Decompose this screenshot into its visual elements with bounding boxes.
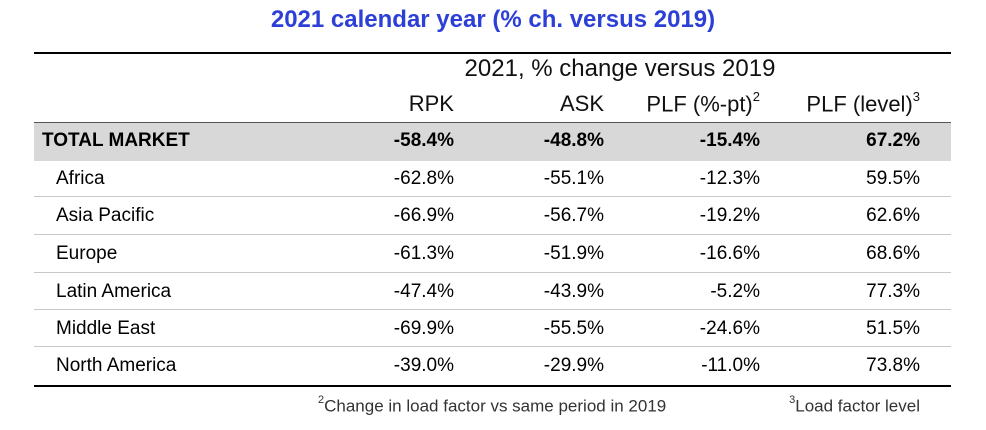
table-bottom-rule [34, 385, 951, 387]
footnote-2-text: Change in load factor vs same period in … [324, 396, 667, 416]
footnote-2-mark: 2 [318, 394, 325, 406]
column-header-ask: ASK [560, 91, 604, 117]
cell-rpk: -61.3% [393, 243, 454, 264]
column-header-plf-level: PLF (level)3 [806, 89, 920, 117]
cell-ask: -55.5% [543, 318, 604, 339]
column-header-plf-pt: PLF (%-pt)2 [646, 89, 760, 117]
cell-plf-pt: -15.4% [699, 130, 760, 151]
cell-ask: -48.8% [543, 130, 604, 151]
row-divider [34, 309, 951, 310]
cell-plf-pt: -24.6% [699, 318, 760, 339]
column-header-plf-pt-label: PLF (%-pt) [646, 91, 753, 117]
row-divider [34, 234, 951, 235]
footnote-3-text: Load factor level [795, 396, 920, 416]
cell-plf-pt: -12.3% [699, 168, 760, 189]
column-header-rpk-label: RPK [408, 91, 454, 116]
row-label: Middle East [56, 318, 156, 339]
cell-plf-level: 77.3% [866, 281, 920, 302]
cell-ask: -51.9% [543, 243, 604, 264]
row-divider [34, 196, 951, 197]
cell-rpk: -39.0% [393, 355, 454, 376]
cell-rpk: -47.4% [393, 281, 454, 302]
cell-plf-level: 67.2% [866, 130, 920, 151]
cell-rpk: -58.4% [393, 130, 454, 151]
row-label: Latin America [56, 281, 172, 302]
row-label: Africa [56, 168, 105, 189]
column-header-rpk: RPK [409, 91, 454, 117]
cell-rpk: -62.8% [393, 168, 454, 189]
row-divider [34, 272, 951, 273]
cell-ask: -56.7% [543, 205, 604, 226]
footnote-ref-2: 2 [752, 89, 760, 104]
footnote-2: 2Change in load factor vs same period in… [318, 394, 667, 417]
cell-rpk: -66.9% [393, 205, 454, 226]
cell-plf-level: 59.5% [866, 168, 920, 189]
cell-plf-level: 73.8% [866, 355, 920, 376]
row-label: North America [56, 355, 177, 376]
column-group-header: 2021, % change versus 2019 [464, 55, 776, 82]
row-label: TOTAL MARKET [42, 130, 190, 151]
cell-ask: -43.9% [543, 281, 604, 302]
column-header-plf-level-label: PLF (level) [806, 91, 913, 117]
cell-plf-pt: -16.6% [699, 243, 760, 264]
cell-rpk: -69.9% [393, 318, 454, 339]
cell-plf-pt: -5.2% [710, 281, 760, 302]
row-label: Asia Pacific [56, 205, 155, 226]
cell-plf-level: 68.6% [866, 243, 920, 264]
table-title: 2021 calendar year (% ch. versus 2019) [270, 6, 716, 33]
cell-plf-level: 62.6% [866, 205, 920, 226]
row-divider [34, 346, 951, 347]
cell-ask: -55.1% [543, 168, 604, 189]
table-top-rule [34, 52, 951, 54]
footnote-3: 3Load factor level [789, 394, 920, 417]
cell-plf-level: 51.5% [866, 318, 920, 339]
column-header-ask-label: ASK [559, 91, 604, 116]
row-label: Europe [56, 243, 118, 264]
total-row-background [34, 122, 951, 161]
footnote-ref-3: 3 [912, 89, 920, 104]
cell-plf-pt: -11.0% [701, 355, 760, 376]
cell-plf-pt: -19.2% [699, 205, 760, 226]
footnote-3-mark: 3 [789, 394, 796, 406]
cell-ask: -29.9% [543, 355, 604, 376]
